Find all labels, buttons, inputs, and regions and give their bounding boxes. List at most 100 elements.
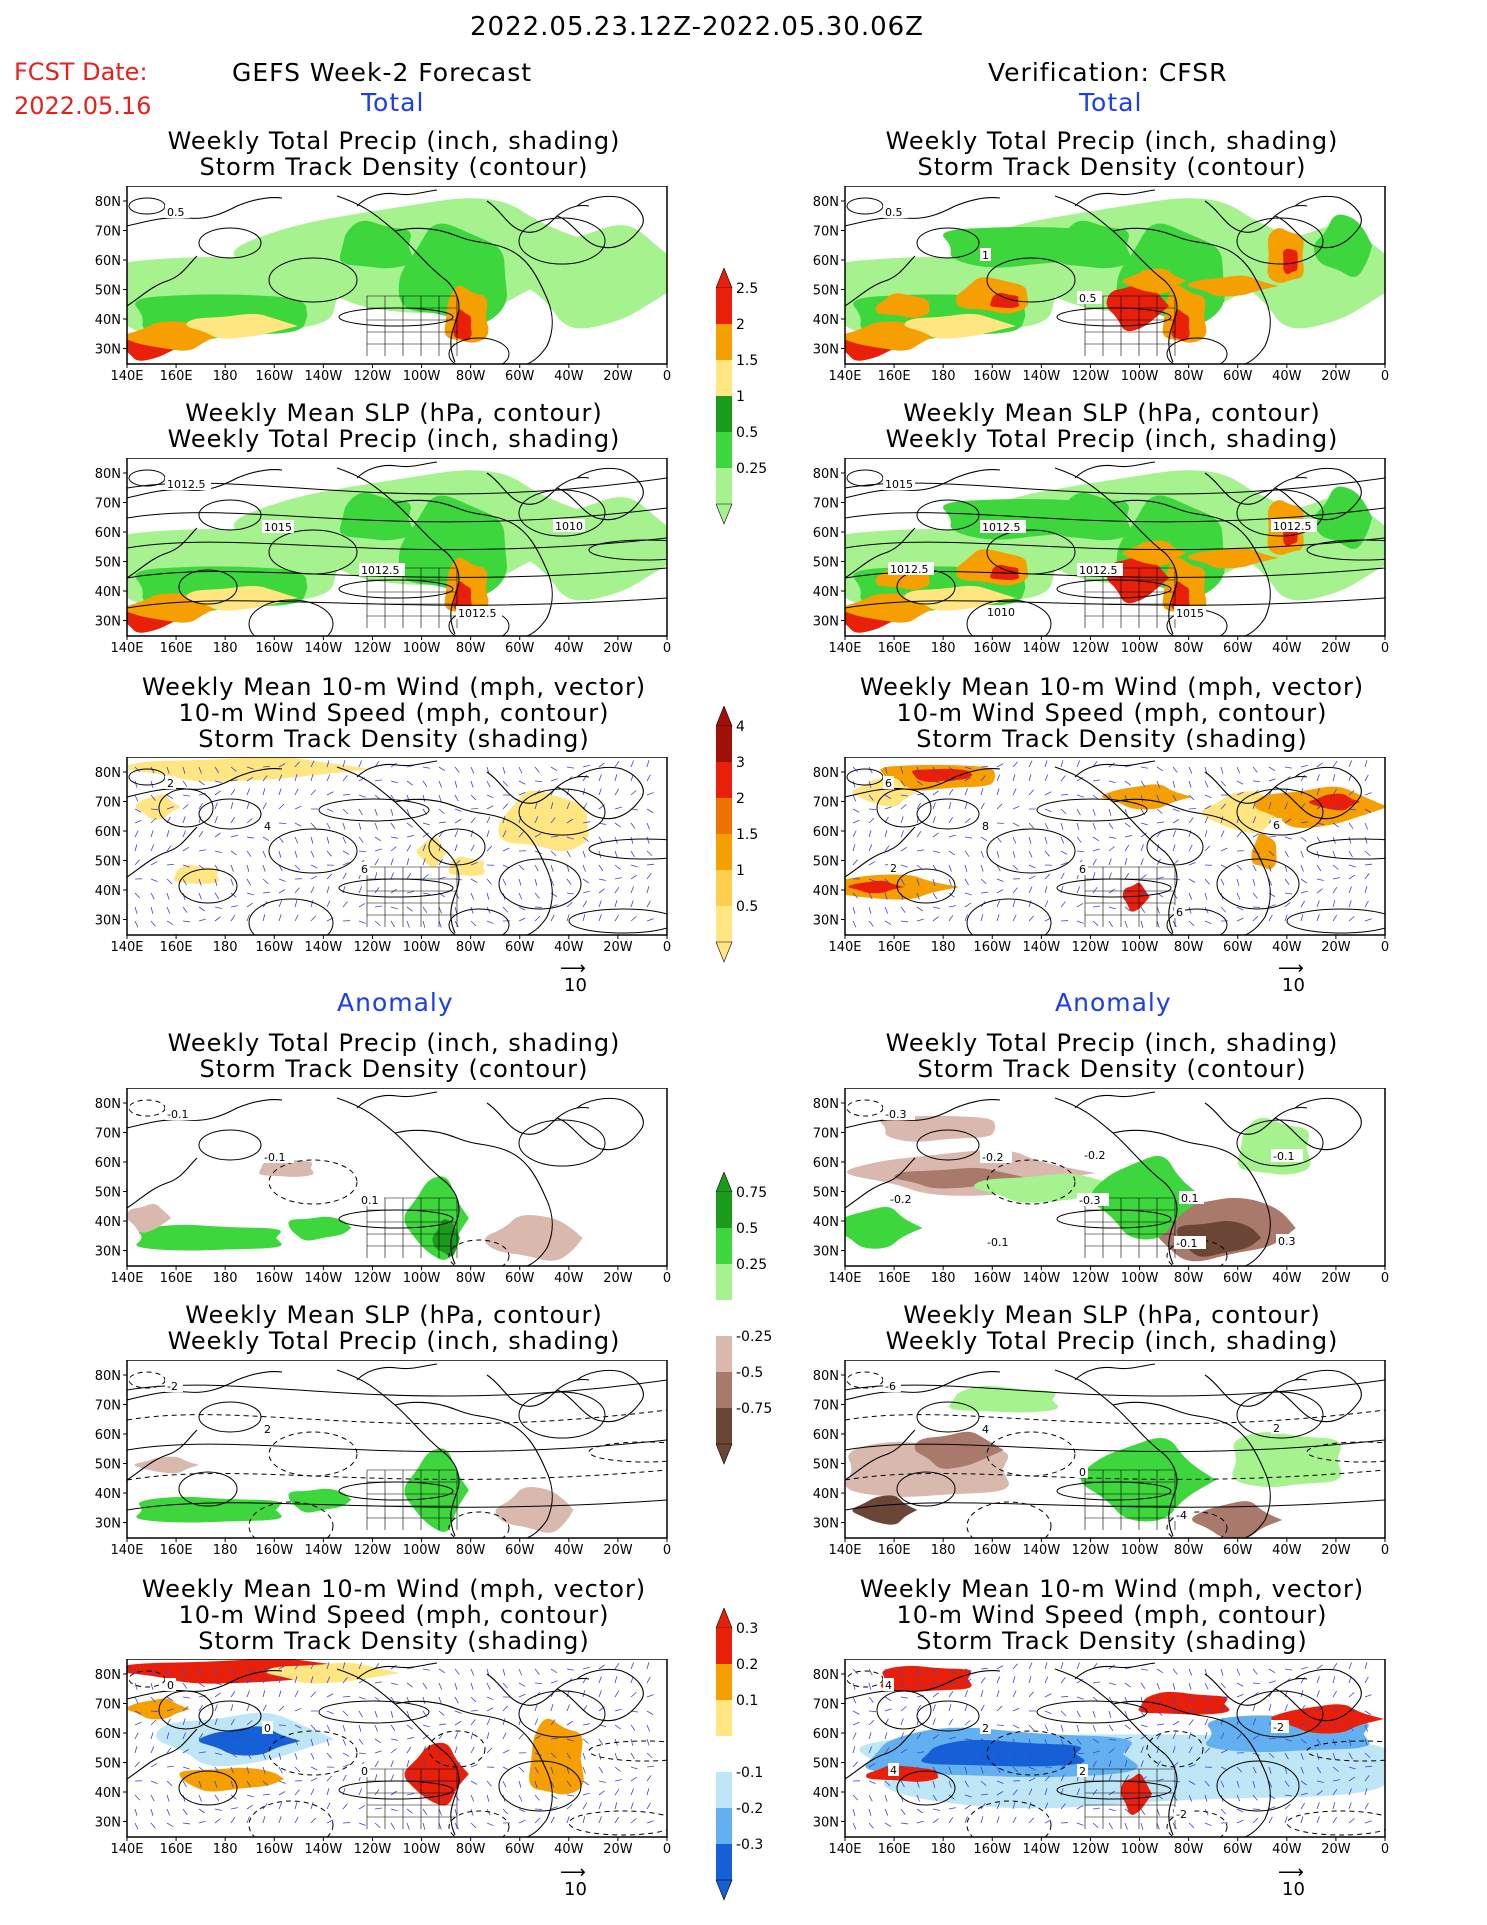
wind-vector (1316, 1752, 1320, 1760)
contour-label-bg (1174, 1508, 1192, 1521)
wind-vector (932, 906, 940, 909)
contour-line (448, 337, 510, 364)
wind-vector (534, 864, 539, 872)
wind-vector (470, 1822, 477, 1829)
wind-vector (1332, 900, 1336, 908)
wind-vector (916, 1682, 923, 1688)
wind-vector (1108, 1774, 1112, 1782)
lon-tick-label: 100W (1121, 1842, 1159, 1857)
shading-region (173, 864, 220, 884)
wind-vector (470, 794, 477, 801)
lon-tick-label: 160W (255, 641, 293, 656)
contour-label-bg (1271, 1421, 1282, 1434)
wind-vector (278, 864, 283, 872)
contour-label: 4 (264, 820, 271, 833)
wind-vector (246, 1704, 250, 1712)
contour-line (338, 579, 454, 599)
wind-vector (884, 1794, 888, 1802)
wind-vector (614, 1676, 618, 1684)
wind-vector (900, 1706, 907, 1712)
wind-vector (1108, 1724, 1114, 1732)
wind-vector (1092, 1760, 1097, 1768)
contour-label-bg (456, 606, 502, 619)
wind-vector (358, 1696, 366, 1700)
panel-title-r4-left: Weekly Total Precip (inch, shading) Stor… (124, 1030, 664, 1082)
wind-vector (566, 850, 571, 858)
map-frame (844, 186, 1386, 365)
lat-tick-label: 50N (813, 1757, 839, 1772)
wind-vector (900, 1822, 908, 1825)
wind-vector (406, 794, 410, 802)
wind-vector (310, 900, 314, 908)
wind-vector (1188, 1780, 1196, 1785)
wind-vector (470, 1682, 474, 1690)
lat-tick-label: 40N (95, 313, 121, 328)
wind-vector (1252, 833, 1260, 838)
wind-vector (486, 794, 494, 799)
lon-tick-label: 40W (554, 1842, 584, 1857)
contour-label-bg (165, 477, 211, 490)
wind-vector (1348, 900, 1352, 908)
wind-vector (1348, 1818, 1355, 1824)
wind-vector (246, 850, 252, 857)
lat-tick-label: 60N (95, 1156, 121, 1171)
wind-vector (884, 892, 888, 900)
wind-vector (358, 920, 366, 924)
shading-region (880, 1115, 996, 1142)
wind-vector (454, 808, 462, 812)
contour-line (318, 798, 430, 822)
wind-vector (1092, 822, 1096, 830)
wind-vector (310, 1662, 315, 1670)
arrow-right-icon: ⟶ (1278, 958, 1304, 979)
isobar-line (127, 507, 667, 523)
lon-tick-label: 0 (663, 940, 671, 955)
panel-title-line: Weekly Mean 10-m Wind (mph, vector) (141, 1575, 647, 1603)
lon-tick-label: 20W (1321, 369, 1351, 384)
contour-line (1236, 1119, 1324, 1167)
wind-vector (1108, 1748, 1115, 1754)
map-panel: 0 0 0 80N 70N 60N 50N 40N 30N 140E 160E 180 160W 140W… (72, 1659, 692, 1859)
wind-vector (166, 794, 174, 800)
wind-vector (262, 802, 267, 810)
contour-label: 1012.5 (361, 564, 400, 577)
wind-vector (868, 1719, 875, 1726)
wind-vector (646, 1820, 654, 1824)
wind-vector (1044, 1738, 1048, 1746)
wind-vector (230, 1766, 234, 1774)
wind-vector (1348, 886, 1352, 894)
wind-vector (1060, 1696, 1069, 1698)
wind-vector (310, 1752, 315, 1760)
wind-vector (454, 766, 460, 773)
coastline (127, 1098, 283, 1129)
wind-vector (374, 808, 378, 816)
wind-vector (1140, 1734, 1147, 1740)
wind-vector (230, 878, 234, 886)
wind-vector (454, 844, 458, 852)
contour-label-bg (980, 248, 991, 261)
wind-vector (374, 836, 382, 842)
wind-vector (1284, 864, 1288, 872)
wind-vector (1044, 774, 1049, 782)
wind-vector (438, 1682, 442, 1690)
wind-vector (1316, 1790, 1323, 1796)
wind-vector (1172, 1746, 1176, 1754)
shading-region (127, 757, 371, 782)
wind-vector (390, 808, 394, 816)
map-frame (126, 458, 668, 637)
shading-region (990, 564, 1020, 581)
coastline (1274, 1668, 1362, 1722)
shading-region (453, 309, 472, 341)
wind-vector (1124, 1746, 1130, 1754)
contour-label: 1012.5 (1273, 520, 1312, 533)
lon-tick-label: 60W (505, 1842, 535, 1857)
shading-region (339, 220, 413, 269)
coastline (127, 196, 283, 227)
wind-vector (1284, 1704, 1288, 1712)
wind-vector (932, 1752, 940, 1755)
wind-vector (230, 1691, 236, 1698)
wind-vector (214, 1734, 221, 1740)
lon-tick-label: 180 (931, 369, 956, 384)
wind-vector (1348, 1692, 1355, 1698)
wind-vector (932, 802, 936, 810)
wind-vector (518, 766, 523, 774)
